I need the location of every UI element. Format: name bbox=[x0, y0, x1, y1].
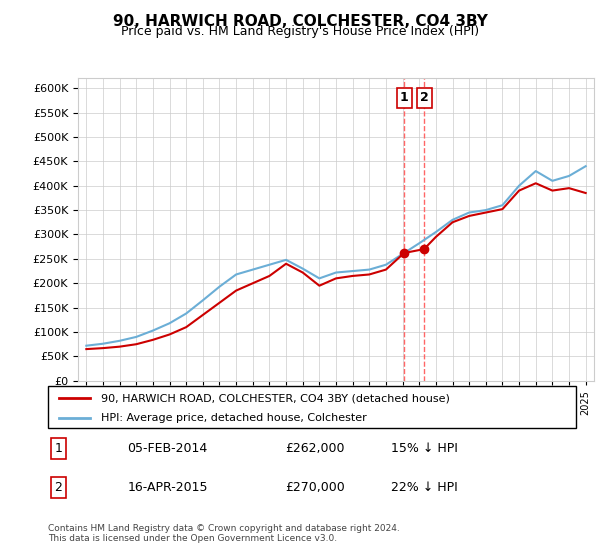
Text: HPI: Average price, detached house, Colchester: HPI: Average price, detached house, Colc… bbox=[101, 413, 367, 423]
FancyBboxPatch shape bbox=[48, 386, 576, 428]
Text: 16-APR-2015: 16-APR-2015 bbox=[127, 481, 208, 494]
Text: 90, HARWICH ROAD, COLCHESTER, CO4 3BY (detached house): 90, HARWICH ROAD, COLCHESTER, CO4 3BY (d… bbox=[101, 393, 449, 403]
Text: £270,000: £270,000 bbox=[286, 481, 346, 494]
Text: 22% ↓ HPI: 22% ↓ HPI bbox=[391, 481, 458, 494]
Text: 1: 1 bbox=[55, 442, 62, 455]
Text: 1: 1 bbox=[400, 91, 409, 104]
Text: 2: 2 bbox=[419, 91, 428, 104]
Text: 2: 2 bbox=[55, 481, 62, 494]
Text: 90, HARWICH ROAD, COLCHESTER, CO4 3BY: 90, HARWICH ROAD, COLCHESTER, CO4 3BY bbox=[113, 14, 487, 29]
Text: 05-FEB-2014: 05-FEB-2014 bbox=[127, 442, 208, 455]
Text: £262,000: £262,000 bbox=[286, 442, 345, 455]
Text: 15% ↓ HPI: 15% ↓ HPI bbox=[391, 442, 458, 455]
Text: Price paid vs. HM Land Registry's House Price Index (HPI): Price paid vs. HM Land Registry's House … bbox=[121, 25, 479, 38]
Text: Contains HM Land Registry data © Crown copyright and database right 2024.
This d: Contains HM Land Registry data © Crown c… bbox=[48, 524, 400, 543]
